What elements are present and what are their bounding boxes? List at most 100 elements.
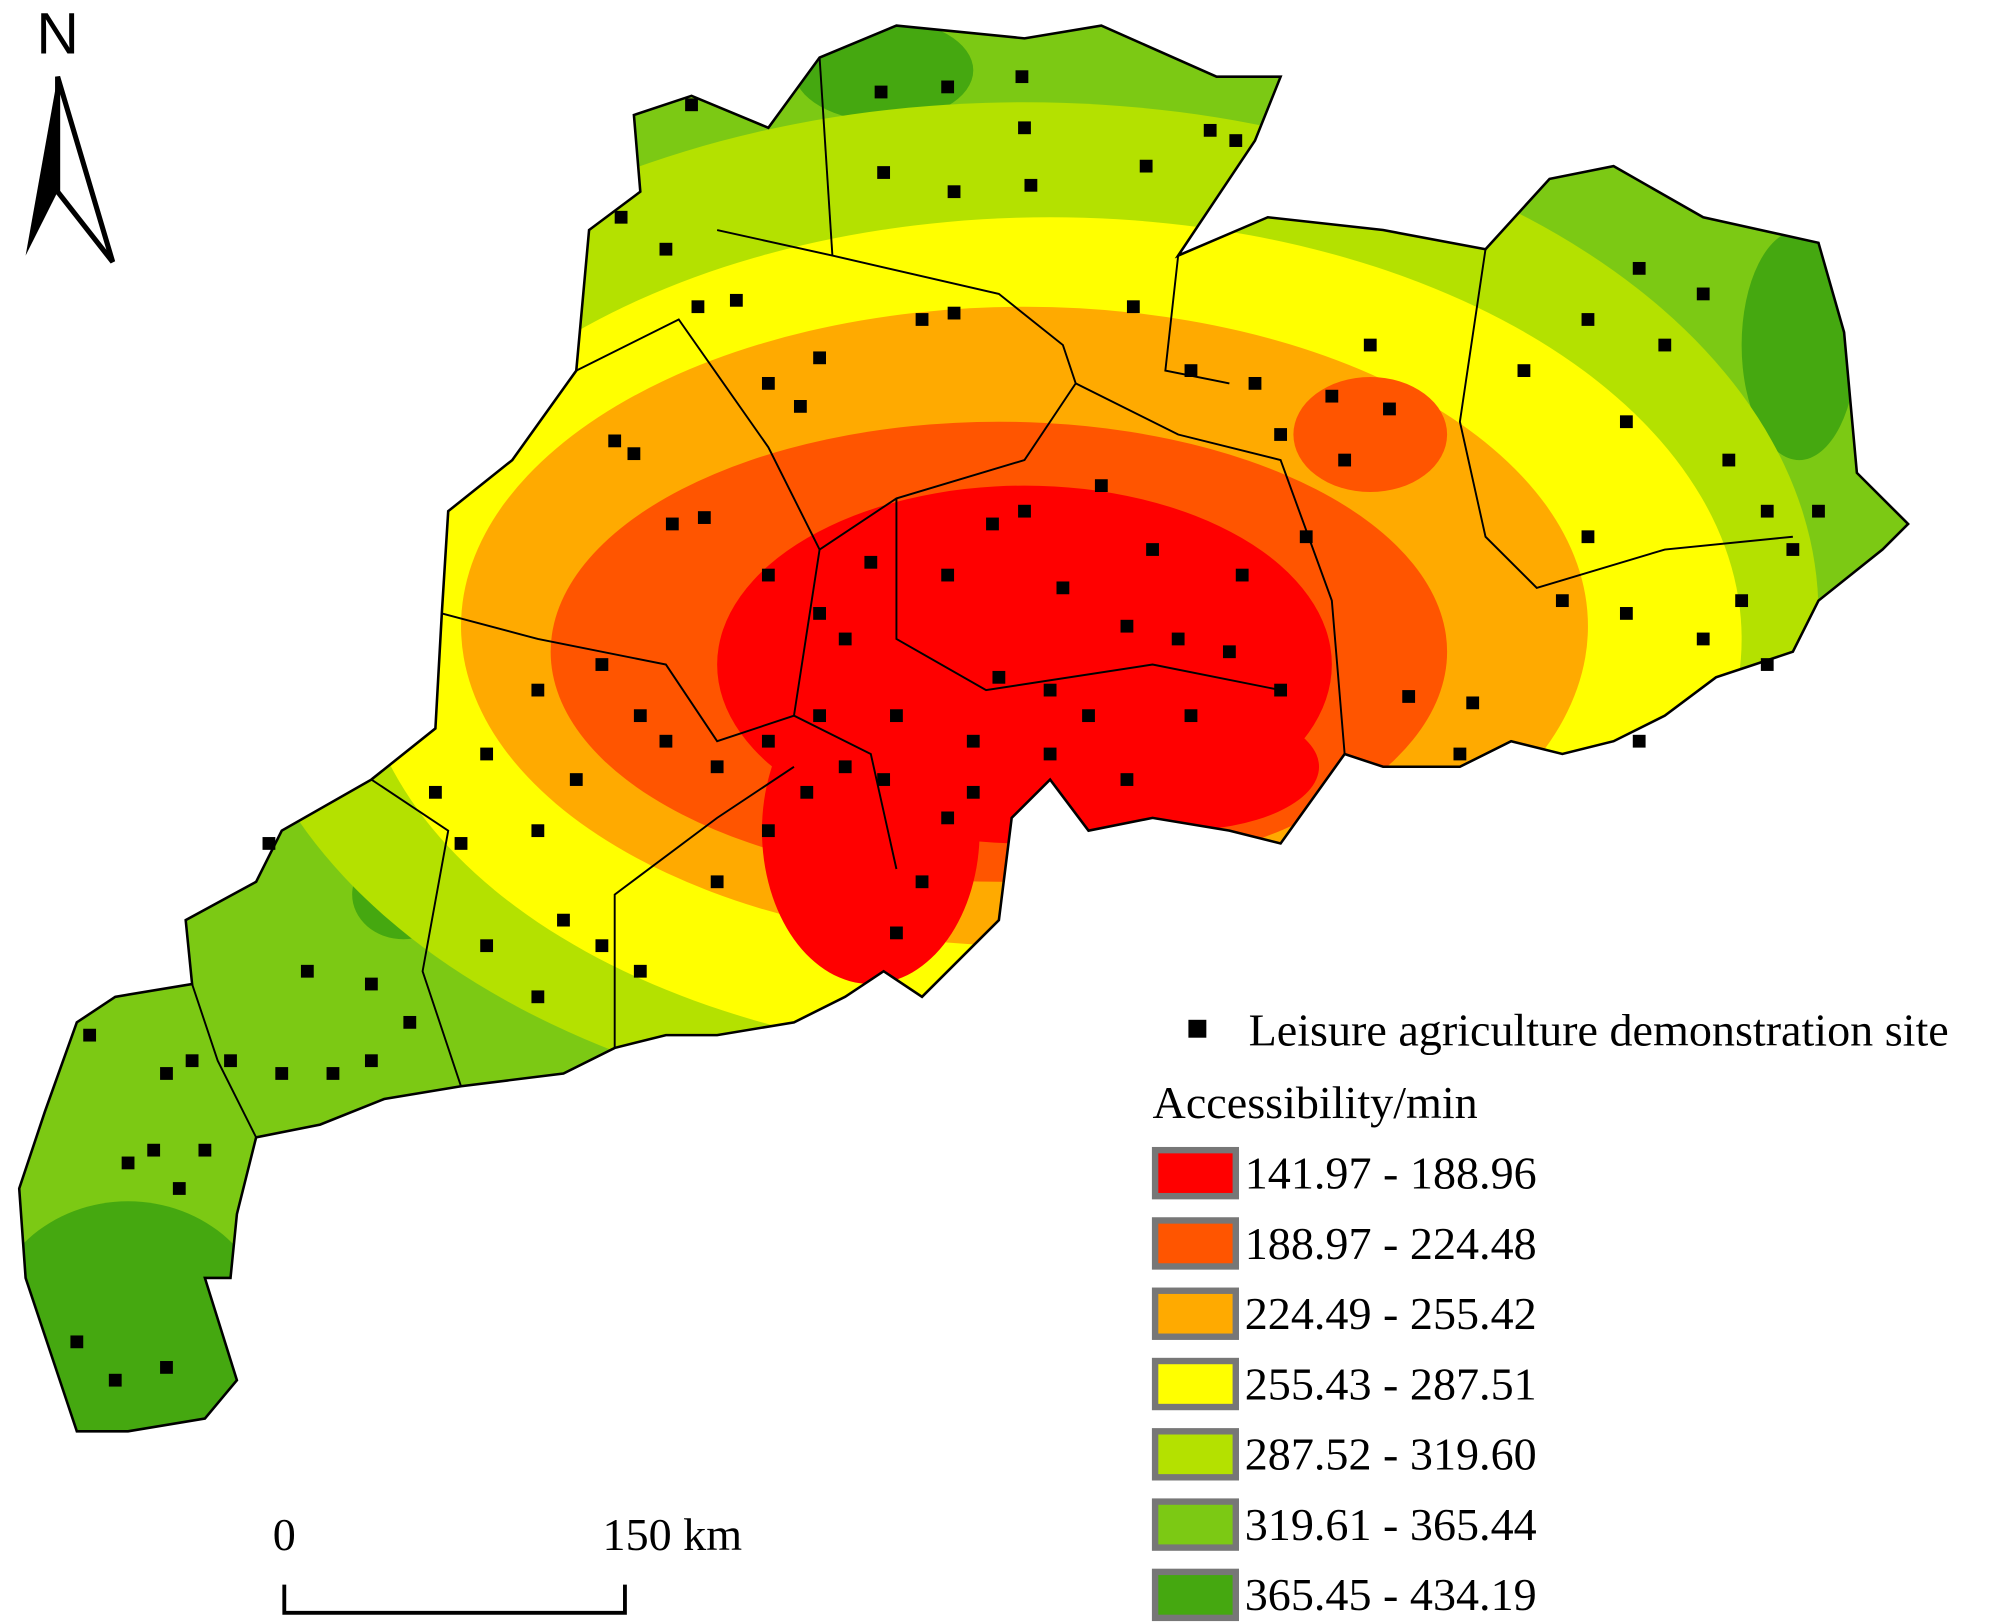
site-marker xyxy=(1619,607,1633,620)
site-marker xyxy=(1274,683,1288,697)
site-marker xyxy=(1453,747,1467,761)
site-marker xyxy=(185,1054,199,1068)
site-marker xyxy=(992,670,1006,684)
scale-bar: 0 150 km xyxy=(273,1509,743,1615)
site-marker xyxy=(890,709,903,723)
site-marker xyxy=(1082,709,1095,723)
site-marker xyxy=(1184,709,1198,723)
site-marker xyxy=(729,293,743,307)
site-marker xyxy=(1015,70,1029,84)
zone xyxy=(1741,230,1857,461)
site-marker xyxy=(761,376,775,390)
site-marker xyxy=(160,1067,173,1080)
site-marker xyxy=(877,166,891,179)
legend-class-label: 255.43 - 287.51 xyxy=(1245,1358,1537,1409)
site-marker xyxy=(1274,428,1288,441)
site-marker xyxy=(793,399,807,413)
demonstration-sites xyxy=(70,70,1825,1387)
site-marker xyxy=(83,1028,97,1042)
site-marker xyxy=(531,683,545,697)
site-marker xyxy=(595,939,609,953)
site-marker xyxy=(659,734,673,748)
site-marker xyxy=(198,1143,212,1157)
site-marker xyxy=(941,811,955,825)
site-marker xyxy=(838,632,852,646)
site-marker xyxy=(531,990,545,1004)
site-marker xyxy=(160,1361,173,1374)
site-marker xyxy=(1619,415,1633,429)
site-marker xyxy=(1229,134,1243,147)
legend-class-label: 287.52 - 319.60 xyxy=(1245,1429,1537,1480)
site-marker xyxy=(710,875,724,889)
zone xyxy=(19,1201,269,1432)
site-marker xyxy=(364,1054,378,1068)
site-marker xyxy=(1581,313,1595,326)
site-marker xyxy=(986,517,999,531)
site-marker xyxy=(877,773,891,786)
zone xyxy=(1293,376,1448,493)
site-marker xyxy=(691,300,705,314)
site-marker xyxy=(1735,594,1749,608)
site-marker xyxy=(300,964,314,978)
site-marker xyxy=(108,1373,122,1387)
site-marker xyxy=(1018,121,1031,135)
legend-swatch xyxy=(1151,1357,1239,1411)
legend-swatch xyxy=(1151,1287,1239,1340)
site-marker xyxy=(1696,287,1710,301)
site-marker xyxy=(665,517,679,531)
site-marker xyxy=(1120,619,1134,633)
site-marker xyxy=(1018,504,1031,518)
site-marker xyxy=(1722,453,1736,467)
site-marker xyxy=(1043,683,1057,697)
site-marker xyxy=(947,306,961,320)
site-marker xyxy=(627,447,641,461)
site-marker xyxy=(1024,178,1038,192)
site-marker xyxy=(1222,645,1236,659)
site-marker xyxy=(480,747,494,761)
site-marker xyxy=(697,511,711,524)
site-marker xyxy=(121,1156,135,1170)
north-label: N xyxy=(36,2,79,67)
site-marker xyxy=(1184,364,1198,377)
site-marker xyxy=(70,1335,84,1349)
site-marker xyxy=(557,913,570,927)
district-borders xyxy=(191,57,1793,1138)
site-marker xyxy=(685,98,698,112)
site-marker xyxy=(813,351,826,365)
site-marker xyxy=(614,210,628,224)
site-marker xyxy=(1126,300,1140,314)
site-marker xyxy=(364,977,378,991)
site-marker xyxy=(813,607,826,620)
site-marker xyxy=(1581,530,1595,544)
site-marker xyxy=(1043,747,1057,761)
legend-swatch xyxy=(1151,1568,1239,1622)
site-marker xyxy=(1466,696,1480,710)
site-marker xyxy=(813,709,826,723)
site-marker xyxy=(1146,543,1159,556)
site-marker xyxy=(941,568,955,582)
scale-end: 150 km xyxy=(603,1509,743,1560)
site-marker xyxy=(1658,338,1672,352)
site-marker xyxy=(1363,338,1377,352)
legend-title: Accessibility/min xyxy=(1153,1077,1478,1128)
legend-site-label: Leisure agriculture demonstration site xyxy=(1249,1004,1949,1055)
site-marker xyxy=(761,824,775,838)
site-marker xyxy=(1094,479,1108,493)
site-marker xyxy=(480,939,494,953)
site-marker xyxy=(761,568,775,582)
site-marker xyxy=(326,1067,340,1080)
site-marker xyxy=(633,709,647,723)
site-marker xyxy=(224,1054,237,1068)
site-marker xyxy=(531,824,545,838)
site-marker xyxy=(172,1182,186,1195)
north-arrow-left xyxy=(25,76,58,256)
site-marker xyxy=(1760,504,1774,518)
site-marker xyxy=(1139,159,1153,173)
site-marker xyxy=(1632,261,1646,275)
site-marker xyxy=(403,1015,417,1029)
site-marker xyxy=(608,434,622,448)
site-marker xyxy=(1402,690,1416,703)
